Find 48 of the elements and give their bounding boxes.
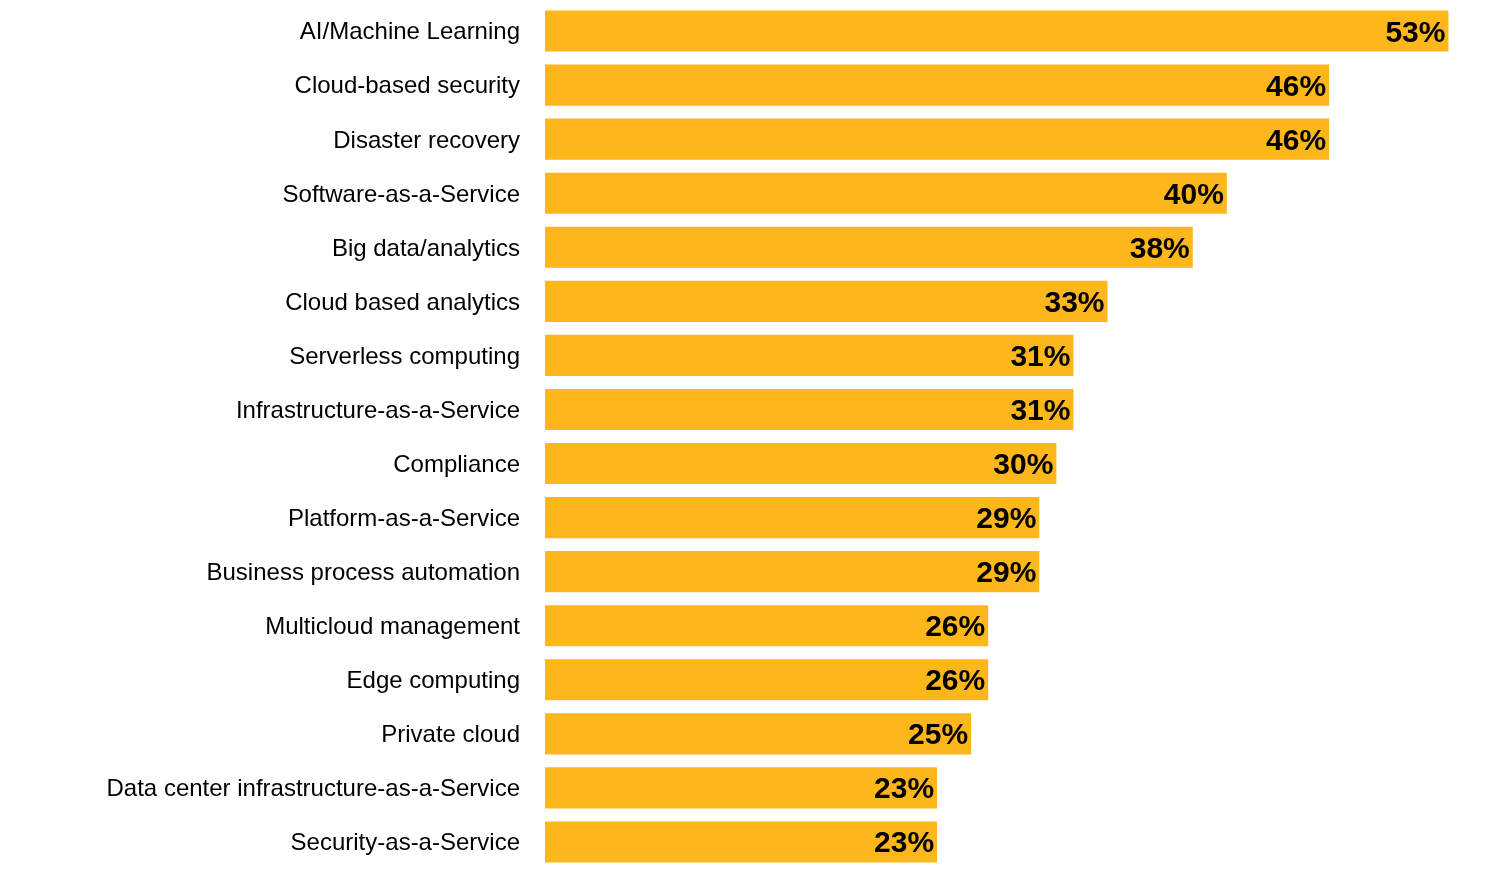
- y-tick-label: Software-as-a-Service: [282, 179, 520, 207]
- bar: [545, 497, 1040, 539]
- data-label: 26%: [925, 663, 986, 697]
- bar: [545, 172, 1227, 214]
- bar: [545, 551, 1040, 593]
- data-label: 33%: [1044, 284, 1105, 318]
- data-label: 23%: [874, 771, 935, 805]
- bar: [545, 280, 1108, 322]
- bar: [545, 10, 1449, 52]
- data-label: 40%: [1163, 176, 1224, 210]
- bar: [545, 821, 938, 863]
- y-tick-label: Disaster recovery: [333, 125, 520, 153]
- bar: [545, 226, 1193, 268]
- y-tick-label: Big data/analytics: [331, 233, 520, 261]
- bar: [545, 334, 1074, 376]
- bar: [545, 118, 1330, 160]
- data-label: 26%: [925, 609, 986, 643]
- data-label: 25%: [908, 717, 969, 751]
- data-label: 29%: [976, 501, 1037, 535]
- bar: [545, 64, 1330, 106]
- y-tick-label: AI/Machine Learning: [299, 17, 520, 45]
- data-label: 23%: [874, 825, 935, 859]
- y-tick-label: Data center infrastructure-as-a-Service: [106, 774, 520, 802]
- y-tick-label: Security-as-a-Service: [290, 828, 520, 856]
- y-tick-label: Business process automation: [206, 558, 520, 586]
- data-label: 31%: [1010, 392, 1071, 426]
- bar: [545, 767, 938, 809]
- y-tick-label: Platform-as-a-Service: [287, 503, 520, 531]
- bar: [545, 659, 989, 701]
- data-label: 31%: [1010, 338, 1071, 372]
- y-tick-label: Cloud based analytics: [285, 287, 520, 315]
- bar: [545, 442, 1057, 485]
- data-label: 30%: [993, 447, 1054, 481]
- y-tick-label: Cloud-based security: [294, 71, 520, 99]
- y-tick-label: Infrastructure-as-a-Service: [235, 395, 520, 423]
- data-label: 46%: [1266, 122, 1327, 156]
- y-tick-label: Private cloud: [381, 720, 520, 748]
- data-label: 29%: [976, 555, 1037, 589]
- data-label: 38%: [1129, 230, 1190, 264]
- y-tick-label: Multicloud management: [265, 612, 521, 640]
- y-tick-label: Compliance: [393, 449, 520, 477]
- y-tick-label: Edge computing: [346, 666, 520, 694]
- data-label: 46%: [1266, 68, 1327, 102]
- bar: [545, 605, 989, 647]
- bar: [545, 388, 1074, 431]
- y-tick-label: Serverless computing: [289, 341, 520, 369]
- data-label: 53%: [1385, 14, 1446, 48]
- bar: [545, 713, 972, 755]
